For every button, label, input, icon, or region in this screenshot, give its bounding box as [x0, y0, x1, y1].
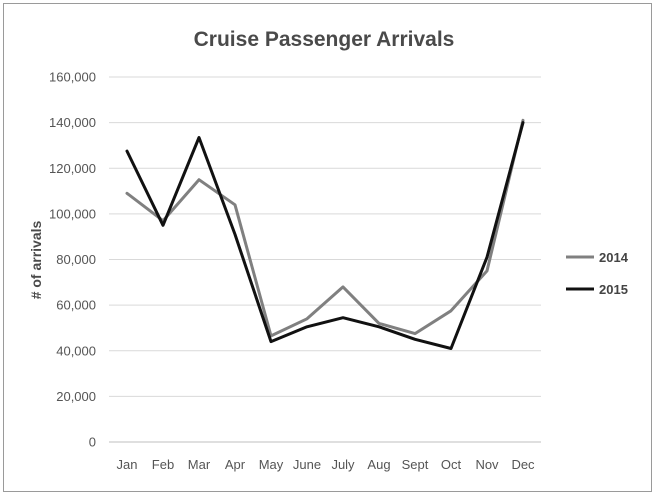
x-tick-label: Dec [511, 457, 535, 472]
x-tick-label: July [331, 457, 355, 472]
y-tick-label: 60,000 [56, 298, 96, 313]
x-tick-label: Feb [152, 457, 174, 472]
x-tick-label: May [259, 457, 284, 472]
y-tick-label: 100,000 [49, 206, 96, 221]
y-axis-ticks: 0 20,000 40,000 60,000 80,000 100,000 120,000 1… [49, 70, 96, 450]
chart-frame [3, 3, 652, 492]
x-axis-ticks: Jan Feb Mar Apr May June July Aug Sept Oct Nov Dec [117, 457, 536, 472]
series-lines [125, 118, 525, 350]
chart-title: Cruise Passenger Arrivals [194, 28, 455, 51]
y-tick-label: 80,000 [56, 252, 96, 267]
x-tick-label: Sept [402, 457, 429, 472]
legend-label: 2014 [599, 250, 629, 265]
y-tick-label: 20,000 [56, 389, 96, 404]
y-axis-label: # of arrivals [28, 220, 44, 299]
legend-label: 2015 [599, 282, 628, 297]
y-tick-label: 160,000 [49, 70, 96, 85]
x-tick-label: Nov [475, 457, 499, 472]
x-tick-label: Aug [367, 457, 390, 472]
legend: 2014 2015 [566, 250, 629, 297]
x-tick-label: Apr [225, 457, 246, 472]
y-tick-label: 140,000 [49, 115, 96, 130]
series-line-2014 [125, 118, 525, 338]
x-tick-label: Oct [441, 457, 462, 472]
series-line-2015 [125, 121, 525, 350]
y-tick-label: 0 [89, 435, 96, 450]
x-tick-label: Jan [117, 457, 138, 472]
y-tick-label: 120,000 [49, 161, 96, 176]
y-tick-label: 40,000 [56, 343, 96, 358]
gridlines [109, 76, 541, 443]
x-tick-label: June [293, 457, 321, 472]
x-tick-label: Mar [188, 457, 211, 472]
